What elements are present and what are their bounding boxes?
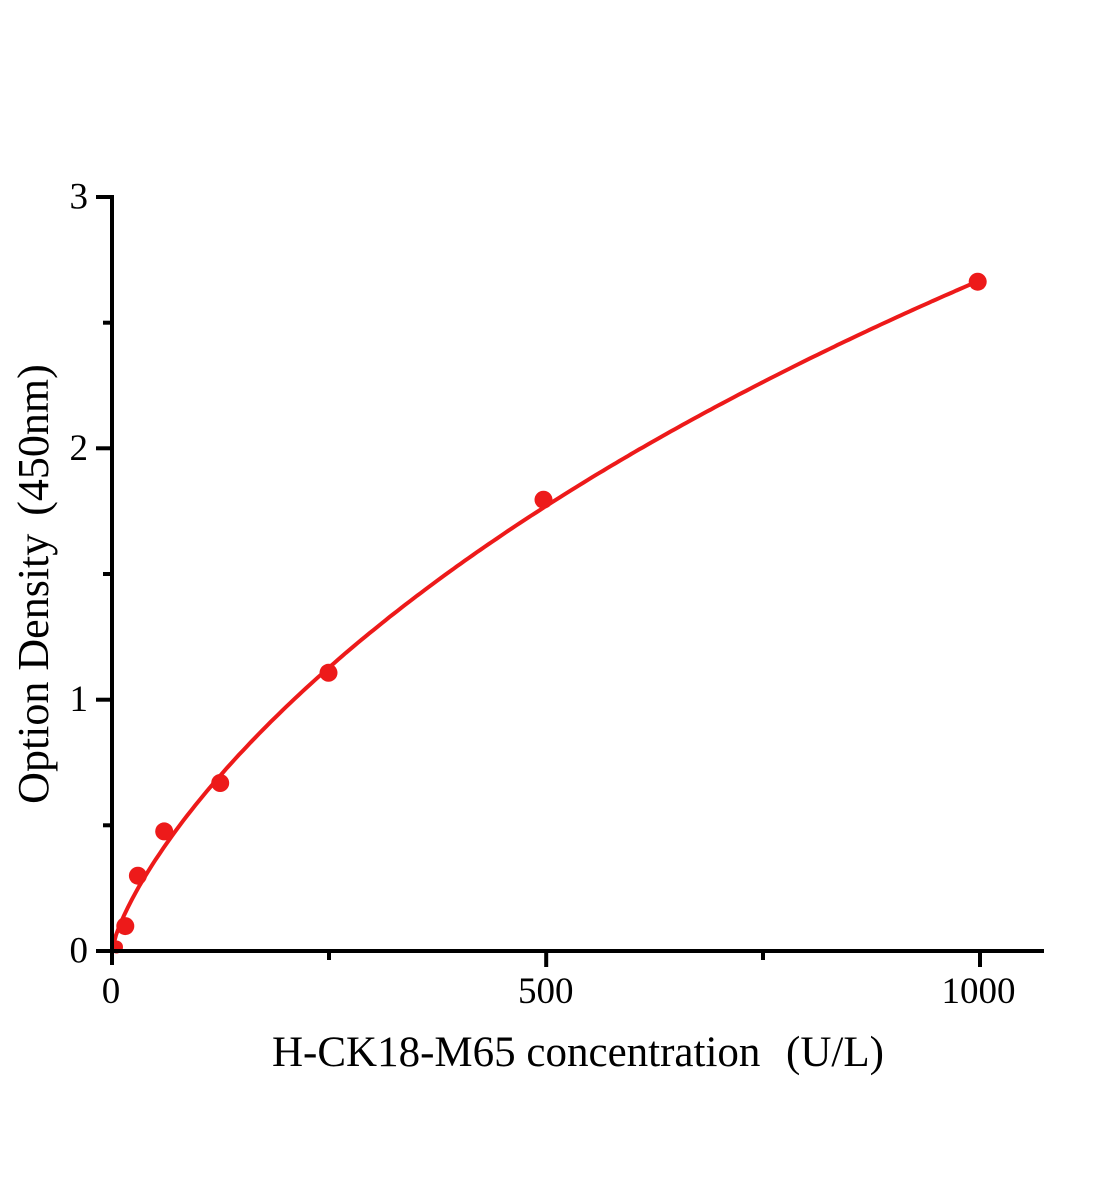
svg-text:3: 3 <box>70 177 89 218</box>
svg-text:(U/L): (U/L) <box>786 1029 884 1076</box>
svg-text:500: 500 <box>518 971 574 1012</box>
svg-text:Option Density(450nm): Option Density(450nm) <box>9 364 58 804</box>
svg-text:2: 2 <box>70 428 89 469</box>
svg-text:H-CK18-M65 concentration: H-CK18-M65 concentration <box>272 1029 760 1076</box>
svg-text:0: 0 <box>102 971 121 1012</box>
svg-text:1000: 1000 <box>942 971 1016 1012</box>
svg-text:1: 1 <box>70 679 89 720</box>
svg-text:0: 0 <box>70 931 89 972</box>
